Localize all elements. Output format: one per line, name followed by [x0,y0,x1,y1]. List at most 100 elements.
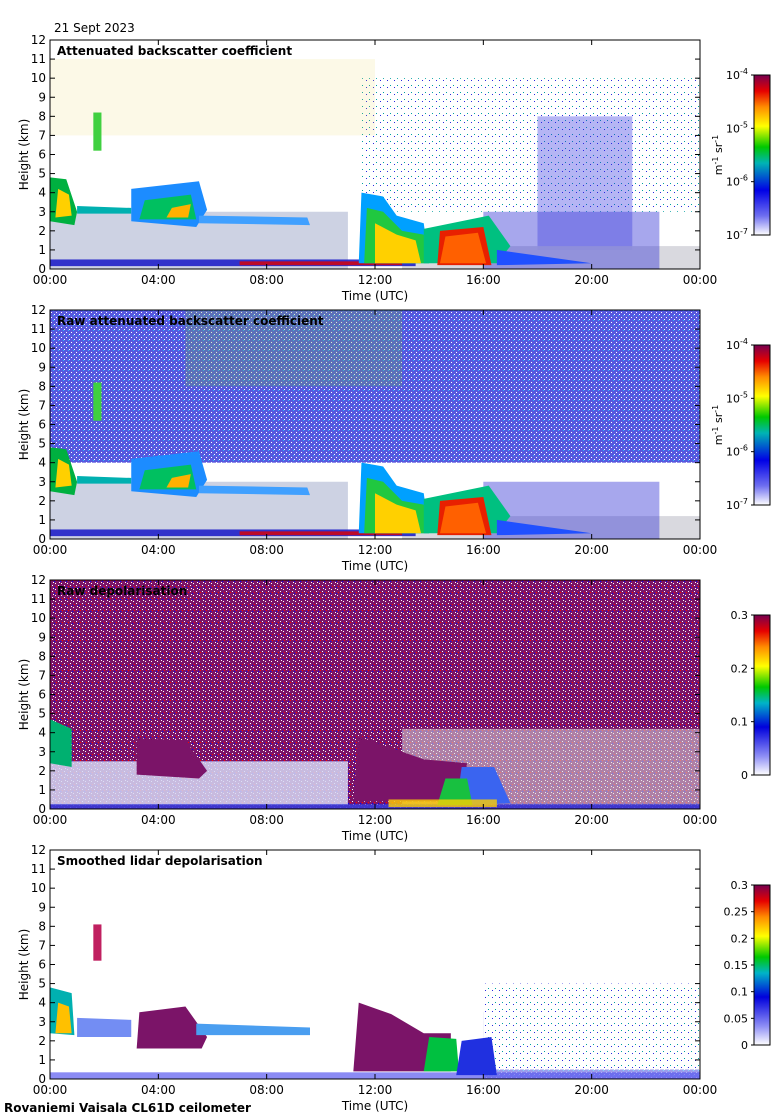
y-tick-label: 11 [31,52,46,66]
x-tick-label: 20:00 [574,273,609,287]
y-tick-label: 12 [31,843,46,857]
plot-area [50,310,700,539]
y-tick-label: 11 [31,592,46,606]
x-tick-label: 08:00 [249,813,284,827]
y-tick-label: 7 [38,938,46,952]
x-axis-label: Time (UTC) [341,289,408,303]
y-tick-label: 12 [31,573,46,587]
x-tick-label: 16:00 [466,813,501,827]
y-tick-label: 6 [38,688,46,702]
colorbar: 0.3 0.25 0.2 0.15 0.1 0.05 0 [724,879,771,1052]
x-tick-label: 12:00 [358,1083,393,1097]
x-tick-label: 04:00 [141,813,176,827]
y-tick-label: 7 [38,668,46,682]
plot-area [50,40,700,269]
y-tick-label: 6 [38,148,46,162]
colorbar-tick-label: 10-5 [726,390,748,405]
y-tick-label: 10 [31,341,46,355]
y-tick-label: 8 [38,649,46,663]
colorbar-tick-label: 10-4 [726,67,748,82]
y-tick-label: 12 [31,303,46,317]
footer-label: Rovaniemi Vaisala CL61D ceilometer [4,1101,251,1115]
y-tick-label: 0 [38,802,46,816]
y-tick-label: 10 [31,881,46,895]
chart-panel-3: Raw depolarisation0123456789101112Height… [17,573,771,843]
x-axis-label: Time (UTC) [341,829,408,843]
plot-area [50,850,700,1079]
x-tick-label: 00:00 [33,273,68,287]
x-tick-label: 08:00 [249,1083,284,1097]
x-tick-label: 00:00 [33,543,68,557]
x-tick-label: 00:00 [683,813,718,827]
colorbar-tick-label: 10-5 [726,120,748,135]
y-tick-label: 0 [38,262,46,276]
y-tick-label: 3 [38,1015,46,1029]
chart-title: Raw attenuated backscatter coefficient [57,314,324,328]
y-axis-label: Height (km) [17,659,31,730]
x-tick-label: 04:00 [141,543,176,557]
y-tick-label: 6 [38,418,46,432]
chart-title: Smoothed lidar depolarisation [57,854,263,868]
x-tick-label: 16:00 [466,1083,501,1097]
x-tick-label: 16:00 [466,543,501,557]
colorbar: 10-4 10-5 10-6 10-7 m-1 sr-1 [711,67,771,242]
y-tick-label: 7 [38,398,46,412]
x-tick-label: 12:00 [358,543,393,557]
colorbar-tick-label: 0.1 [731,986,749,999]
x-tick-label: 00:00 [33,1083,68,1097]
y-tick-label: 8 [38,379,46,393]
colorbar-tick-label: 0.2 [731,662,749,675]
colorbar-tick-label: 10-6 [726,174,748,189]
y-tick-label: 0 [38,1072,46,1086]
y-tick-label: 2 [38,494,46,508]
x-tick-label: 04:00 [141,1083,176,1097]
colorbar-gradient [753,74,771,236]
x-tick-label: 00:00 [683,543,718,557]
colorbar-unit-label: m-1 sr-1 [711,135,725,175]
y-tick-label: 10 [31,611,46,625]
colorbar: 10-4 10-5 10-6 10-7 m-1 sr-1 [711,337,771,512]
y-tick-label: 9 [38,360,46,374]
x-tick-label: 12:00 [358,813,393,827]
colorbar-tick-label: 0.15 [724,959,749,972]
chart-panel-4: Smoothed lidar depolarisation01234567891… [17,843,771,1113]
y-tick-label: 2 [38,224,46,238]
y-axis-label: Height (km) [17,119,31,190]
colorbar-tick-label: 0 [741,769,748,782]
chart-panel-1: Attenuated backscatter coefficient012345… [17,33,771,303]
colorbar-tick-label: 0.3 [731,609,749,622]
y-tick-label: 4 [38,456,46,470]
x-tick-label: 00:00 [683,273,718,287]
x-tick-label: 16:00 [466,273,501,287]
y-tick-label: 5 [38,437,46,451]
y-tick-label: 5 [38,167,46,181]
colorbar-tick-label: 0.05 [724,1012,749,1025]
colorbar-tick-label: 0.3 [731,879,749,892]
colorbar-gradient [753,614,771,776]
y-tick-label: 3 [38,475,46,489]
colorbar-gradient [753,344,771,506]
colorbar: 0.3 0.2 0.1 0 [731,609,771,782]
colorbar-unit-label: m-1 sr-1 [711,405,725,445]
y-tick-label: 7 [38,128,46,142]
y-tick-label: 6 [38,958,46,972]
chart-panel-2: Raw attenuated backscatter coefficient 0 1… [17,303,771,573]
y-tick-label: 12 [31,33,46,47]
colorbar-tick-label: 10-4 [726,337,748,352]
plot-area [50,580,700,809]
y-tick-label: 5 [38,977,46,991]
x-tick-label: 04:00 [141,273,176,287]
y-tick-label: 1 [38,1053,46,1067]
y-tick-label: 2 [38,1034,46,1048]
y-tick-label: 8 [38,109,46,123]
x-tick-label: 00:00 [683,1083,718,1097]
colorbar-tick-label: 10-6 [726,444,748,459]
y-tick-label: 3 [38,205,46,219]
y-tick-label: 1 [38,783,46,797]
x-axis-label: Time (UTC) [341,1099,408,1113]
y-tick-label: 4 [38,726,46,740]
x-tick-label: 00:00 [33,813,68,827]
colorbar-tick-label: 0.25 [724,906,749,919]
y-tick-label: 1 [38,243,46,257]
x-axis-label: Time (UTC) [341,559,408,573]
